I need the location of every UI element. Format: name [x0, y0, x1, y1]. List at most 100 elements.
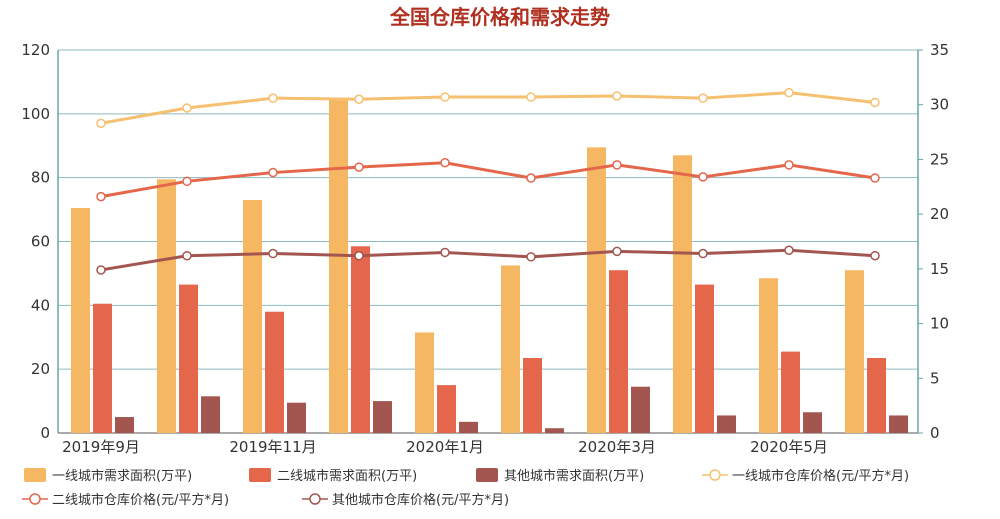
line-point: [698, 93, 708, 103]
left-tick-label: 20: [31, 360, 50, 378]
line-point: [182, 103, 192, 113]
bar: [459, 421, 478, 433]
line-point: [526, 252, 536, 262]
left-axis: 0 20 40 60 80 100 120: [21, 41, 59, 442]
legend-swatch: [476, 468, 498, 482]
line-point: [784, 160, 794, 170]
bar: [717, 415, 736, 433]
x-tick-label: 2019年9月: [62, 438, 140, 456]
line-point: [526, 173, 536, 183]
line-point: [440, 247, 450, 258]
line-point: [268, 248, 278, 259]
line-point: [870, 173, 880, 183]
line-point: [612, 91, 622, 101]
right-tick-label: 5: [930, 369, 940, 387]
legend-label: 其他城市需求面积(万平): [504, 468, 644, 484]
bar: [609, 270, 628, 433]
legend-label: 一线城市仓库价格(元/平方*月): [732, 468, 909, 484]
legend-label: 二线城市仓库价格(元/平方*月): [52, 492, 229, 508]
series-line: [100, 248, 876, 272]
left-tick-label: 0: [40, 424, 50, 442]
grid-lines: [58, 49, 918, 434]
line-point: [698, 248, 708, 259]
bar-series: [71, 97, 908, 434]
line-point: [784, 245, 794, 256]
bar: [501, 265, 520, 433]
line-point: [870, 250, 880, 261]
line-point: [96, 191, 106, 202]
line-point: [268, 167, 278, 178]
x-tick-label: 2020年1月: [406, 438, 484, 456]
bar: [243, 200, 262, 433]
left-tick-label: 120: [21, 41, 50, 59]
right-tick-label: 20: [930, 205, 949, 223]
legend-swatch: [24, 468, 46, 482]
right-tick-label: 30: [930, 96, 949, 114]
bar: [415, 332, 434, 433]
bar: [867, 357, 886, 433]
bar: [889, 415, 908, 433]
series-line: [100, 91, 876, 125]
line-point: [784, 87, 794, 98]
right-tick-label: 35: [930, 41, 949, 59]
line-point: [612, 246, 622, 257]
line-series: [96, 87, 880, 275]
bar: [695, 284, 714, 433]
legend-label: 其他城市仓库价格(元/平方*月): [332, 492, 509, 508]
legend-swatch-marker: [709, 469, 721, 481]
x-tick-label: 2020年5月: [750, 438, 828, 456]
left-tick-label: 100: [21, 105, 50, 123]
left-tick-label: 60: [31, 233, 50, 251]
bar: [265, 311, 284, 433]
legend-swatch-marker: [309, 493, 321, 505]
line-point: [182, 176, 192, 187]
bar: [287, 402, 306, 433]
right-tick-label: 15: [930, 260, 949, 278]
legend-label: 一线城市需求面积(万平): [52, 468, 192, 484]
right-tick-label: 10: [930, 315, 949, 333]
right-tick-label: 0: [930, 424, 940, 442]
bar: [157, 179, 176, 433]
legend: 一线城市需求面积(万平) 二线城市需求面积(万平) 其他城市需求面积(万平) 一线城市…: [22, 468, 909, 508]
bar: [845, 270, 864, 433]
line-point: [96, 118, 106, 129]
line-point: [612, 160, 622, 170]
line-point: [440, 92, 450, 102]
series-line: [100, 161, 876, 199]
line-point: [268, 93, 278, 103]
right-tick-label: 25: [930, 150, 949, 168]
bar: [115, 417, 134, 433]
bar: [71, 207, 90, 433]
left-tick-label: 80: [31, 169, 50, 187]
bar: [351, 246, 370, 433]
legend-label: 二线城市需求面积(万平): [277, 468, 417, 484]
line-point: [354, 94, 364, 104]
line-point: [96, 265, 106, 275]
x-tick-label: 2020年3月: [578, 438, 656, 456]
line-point: [698, 172, 708, 182]
bar: [329, 97, 348, 433]
line-point: [354, 250, 364, 261]
legend-swatch: [249, 468, 271, 482]
bar: [179, 284, 198, 433]
bar: [437, 385, 456, 433]
bar: [759, 278, 778, 433]
bar: [201, 396, 220, 433]
bar: [803, 412, 822, 433]
bar: [673, 155, 692, 433]
legend-swatch-marker: [29, 493, 41, 505]
bar: [631, 386, 650, 433]
line-point: [354, 162, 364, 172]
bar: [587, 147, 606, 434]
x-axis: 2019年9月 2019年11月 2020年1月 2020年3月 2020年5月: [62, 438, 828, 456]
bar: [781, 351, 800, 433]
left-tick-label: 40: [31, 296, 50, 314]
line-point: [182, 250, 192, 261]
bar: [93, 303, 112, 433]
bar: [523, 357, 542, 433]
chart-title: 全国仓库价格和需求走势: [389, 5, 610, 29]
bar: [373, 401, 392, 433]
bar: [545, 428, 564, 433]
line-point: [526, 92, 536, 102]
